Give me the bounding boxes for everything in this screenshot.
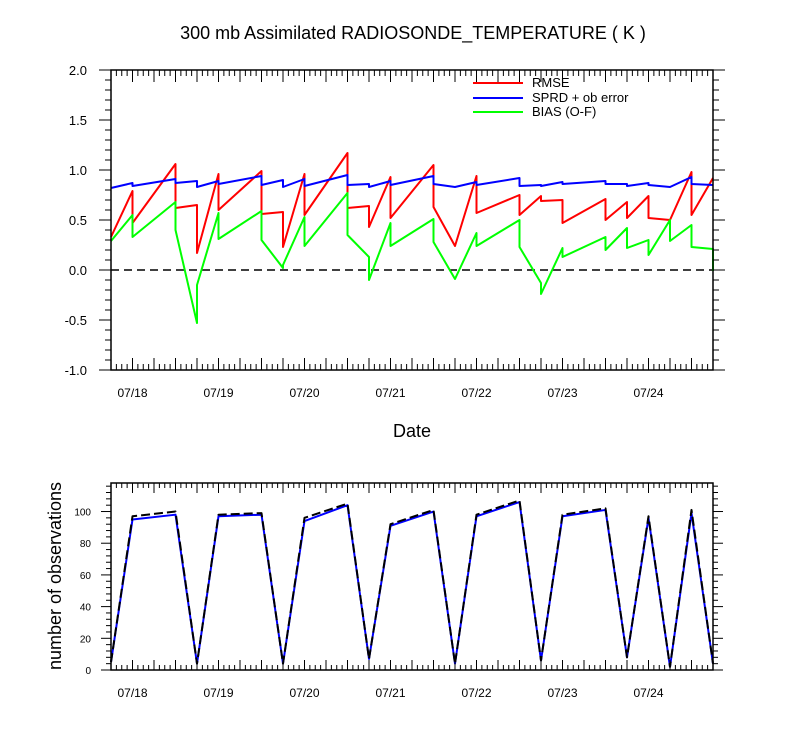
x-tick-label-07-19: 07/19 bbox=[203, 686, 233, 700]
y-tick-label-0: 0 bbox=[85, 666, 91, 677]
y-tick-label-40: 40 bbox=[80, 603, 92, 614]
top-ticks-group bbox=[99, 69, 725, 371]
x-tick-label-07-24: 07/24 bbox=[633, 386, 663, 400]
legend-label-bias: BIAS (O-F) bbox=[532, 104, 596, 119]
bottom-series-group bbox=[110, 499, 714, 668]
series-line-used bbox=[110, 501, 714, 668]
x-tick-label-07-22: 07/22 bbox=[461, 686, 491, 700]
y-tick-label-1-0: 1.0 bbox=[69, 163, 87, 178]
bottom-ticks-group bbox=[101, 483, 723, 671]
y-tick-label-20: 20 bbox=[80, 634, 92, 645]
y-axis-title-observations: number of observations bbox=[45, 482, 65, 670]
series-line-total bbox=[110, 499, 714, 668]
y-tick-label-0-0: 0.0 bbox=[69, 263, 87, 278]
series-line-sprd-ob-error bbox=[110, 174, 714, 189]
x-tick-label-07-24: 07/24 bbox=[633, 686, 663, 700]
x-tick-label-07-21: 07/21 bbox=[375, 686, 405, 700]
series-line-bias-o-f bbox=[110, 192, 714, 324]
y-tick-label-1-0: -1.0 bbox=[65, 363, 87, 378]
x-tick-label-07-23: 07/23 bbox=[547, 686, 577, 700]
legend-label-rmse: RMSE bbox=[532, 75, 570, 90]
x-tick-label-07-21: 07/21 bbox=[375, 386, 405, 400]
x-axis-title: Date bbox=[393, 421, 431, 441]
top-labels-group: 07/18 07/19 07/20 07/21 07/22 07/23 07/24 -1.0 -… bbox=[65, 63, 664, 400]
top-plot-frame bbox=[110, 69, 714, 371]
y-tick-label-80: 80 bbox=[80, 539, 92, 550]
x-tick-label-07-20: 07/20 bbox=[289, 386, 319, 400]
legend-label-sprd: SPRD + ob error bbox=[532, 90, 629, 105]
top-chart: 07/18 07/19 07/20 07/21 07/22 07/23 07/24 -1.0 -… bbox=[65, 63, 725, 441]
x-tick-label-07-23: 07/23 bbox=[547, 386, 577, 400]
chart-title: 300 mb Assimilated RADIOSONDE_TEMPERATUR… bbox=[180, 23, 646, 44]
x-tick-label-07-20: 07/20 bbox=[289, 686, 319, 700]
x-tick-label-07-22: 07/22 bbox=[461, 386, 491, 400]
x-tick-label-07-18: 07/18 bbox=[117, 386, 147, 400]
bottom-plot-frame bbox=[110, 482, 714, 671]
y-tick-label-2-0: 2.0 bbox=[69, 63, 87, 78]
x-tick-label-07-18: 07/18 bbox=[117, 686, 147, 700]
y-tick-label-100: 100 bbox=[74, 508, 91, 519]
y-tick-label-0-5: 0.5 bbox=[69, 213, 87, 228]
top-series-group bbox=[110, 152, 714, 324]
legend: RMSE SPRD + ob error BIAS (O-F) bbox=[473, 75, 629, 119]
y-tick-label-1-5: 1.5 bbox=[69, 113, 87, 128]
series-line-rmse bbox=[110, 152, 714, 254]
bottom-chart: 07/18 07/19 07/20 07/21 07/22 07/23 07/24 0 20 40… bbox=[45, 482, 723, 700]
x-tick-label-07-19: 07/19 bbox=[203, 386, 233, 400]
bottom-labels-group: 07/18 07/19 07/20 07/21 07/22 07/23 07/24 0 20 40… bbox=[74, 508, 664, 700]
y-tick-label-0-5: -0.5 bbox=[65, 313, 87, 328]
y-tick-label-60: 60 bbox=[80, 571, 92, 582]
